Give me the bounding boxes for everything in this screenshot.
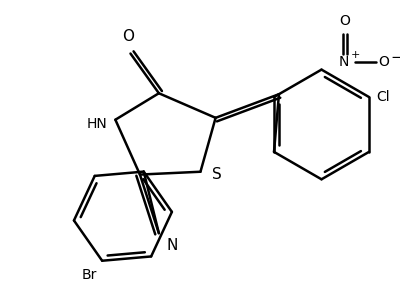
Text: +: + [351, 50, 360, 61]
Text: Cl: Cl [376, 90, 390, 104]
Text: O: O [340, 14, 350, 29]
Text: O: O [123, 29, 135, 44]
Text: N: N [166, 238, 178, 253]
Text: N: N [338, 55, 349, 69]
Text: O: O [378, 55, 389, 69]
Text: Br: Br [82, 268, 98, 282]
Text: S: S [212, 167, 222, 182]
Text: −: − [390, 50, 400, 65]
Text: HN: HN [87, 118, 108, 132]
